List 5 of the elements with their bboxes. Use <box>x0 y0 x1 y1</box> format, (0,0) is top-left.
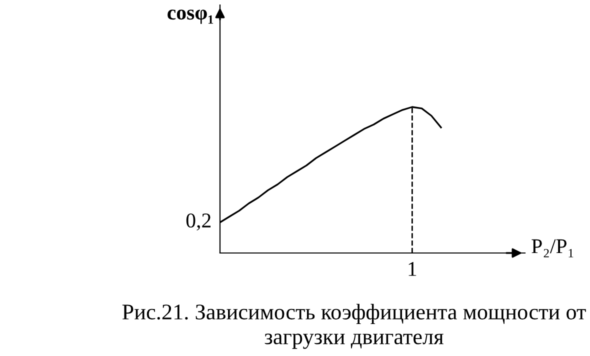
text: 0,2 <box>186 213 211 231</box>
y-axis-title: cosφ₁ <box>168 10 214 24</box>
x-axis-title: P₂/P₁ <box>532 239 574 258</box>
text: 1 <box>408 262 416 276</box>
text: Рис.21. Зависимость коэффициента мощности от загрузки двигателя <box>122 304 586 349</box>
